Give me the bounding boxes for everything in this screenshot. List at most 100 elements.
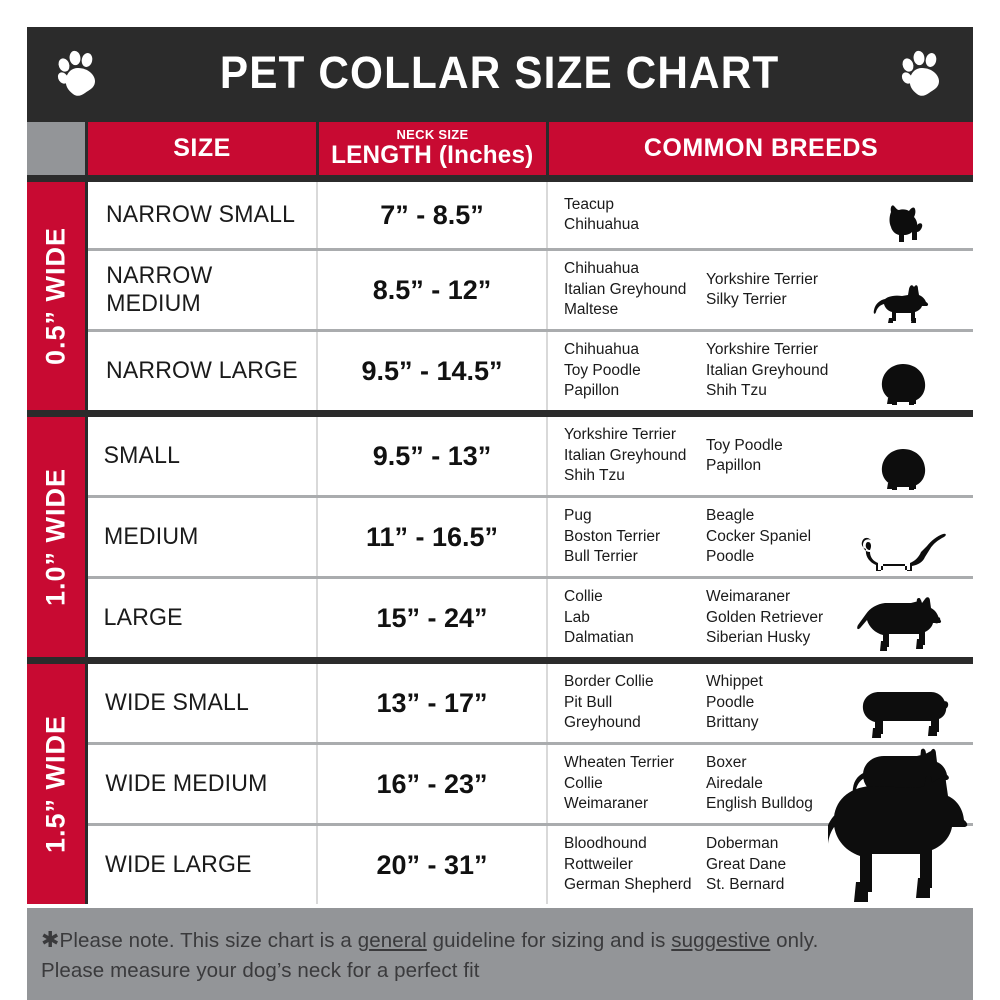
breed-item: Poodle: [706, 548, 755, 566]
breed-item: Poodle: [706, 693, 755, 711]
breed-item: Boston Terrier: [564, 527, 661, 545]
size-name-text: MEDIUM: [103, 523, 199, 550]
breed-item: Golden Retriever: [706, 608, 824, 626]
group-width-label: 1.5” WIDE: [27, 664, 85, 904]
breed-list: Yorkshire Terrier Italian Greyhound Shih T…: [706, 340, 856, 401]
breed-list: Border Collie Pit Bull Greyhound: [564, 672, 706, 733]
footer-text-a: Please note. This size chart is a: [59, 929, 358, 952]
size-group: 1.0” WIDE SMALL 9.5” - 13” Yorkshire Terrie…: [27, 414, 973, 657]
cell-common-breeds: Bloodhound Rottweiler German Shepherd Dober…: [546, 776, 973, 904]
bulldog-silhouette-icon: [853, 684, 953, 742]
breed-item: Italian Greyhound: [564, 446, 687, 464]
breed-list: Doberman Great Dane St. Bernard: [706, 834, 856, 895]
breed-list: Bloodhound Rottweiler German Shepherd: [564, 834, 706, 895]
breed-item: Papillon: [706, 457, 762, 474]
footer-text-b: guideline for sizing and is: [426, 929, 672, 952]
beagle-silhouette-icon: [857, 524, 949, 576]
cell-size-name: NARROW LARGE: [88, 332, 316, 410]
breed-item: Yorkshire Terrier: [706, 270, 818, 288]
breed-illustration: [837, 417, 969, 495]
table-body: 0.5” WIDE NARROW SMALL 7” - 8.5” Teacup Chih…: [27, 179, 973, 904]
breed-item: Italian Greyhound: [706, 361, 829, 379]
breed-item: Greyhound: [564, 714, 641, 732]
group-width-label-text: 1.5” WIDE: [40, 714, 71, 854]
breed-illustration: [837, 332, 969, 410]
size-group: 0.5” WIDE NARROW SMALL 7” - 8.5” Teacup Chih…: [27, 179, 973, 410]
cell-neck-length: 16” - 23”: [316, 745, 546, 823]
group-rows: SMALL 9.5” - 13” Yorkshire Terrier Italian …: [88, 417, 973, 657]
breed-illustration: [837, 182, 969, 248]
group-rows: WIDE SMALL 13” - 17” Border Collie Pit Bull…: [88, 664, 973, 904]
breed-item: Toy Poodle: [564, 361, 641, 379]
cell-common-breeds: Chihuahua Toy Poodle Papillon Yorkshire Ter…: [546, 332, 973, 410]
breed-item: Weimaraner: [706, 588, 791, 606]
breed-list: Toy Poodle Papillon: [706, 436, 856, 477]
breed-item: Yorkshire Terrier: [564, 426, 676, 444]
breed-item: Bull Terrier: [564, 548, 638, 566]
breed-item: Chihuahua: [564, 216, 639, 233]
cell-neck-length: 9.5” - 14.5”: [316, 332, 546, 410]
breed-item: Bloodhound: [564, 835, 647, 853]
breed-illustration: [837, 745, 969, 823]
breed-item: Collie: [564, 774, 603, 792]
breed-item: Shih Tzu: [564, 467, 625, 485]
table-row: NARROW LARGE 9.5” - 14.5” Chihuahua Toy Poo…: [88, 332, 973, 410]
size-name-text: NARROW LARGE: [105, 357, 298, 384]
cell-common-breeds: Chihuahua Italian Greyhound Maltese Yorkshi…: [546, 251, 973, 329]
column-header-common-breeds: COMMON BREEDS: [549, 122, 973, 175]
cell-size-name: LARGE: [88, 579, 316, 657]
table-row: SMALL 9.5” - 13” Yorkshire Terrier Italian …: [88, 417, 973, 495]
size-name-text: WIDE SMALL: [105, 689, 250, 716]
breed-item: Doberman: [706, 835, 779, 853]
breed-item: Cocker Spaniel: [706, 527, 812, 545]
breed-illustration: [837, 579, 969, 657]
group-rows: NARROW SMALL 7” - 8.5” Teacup Chihuahua NARR…: [88, 182, 973, 410]
breed-item: Pit Bull: [564, 693, 613, 711]
table-row: WIDE LARGE 20” - 31” Bloodhound Rottweiler G…: [88, 776, 973, 904]
breed-item: Chihuahua: [564, 341, 639, 359]
breed-item: German Shepherd: [564, 876, 692, 894]
breed-item: Dalmatian: [564, 629, 634, 647]
chart-frame: PET COLLAR SIZE CHART SIZE NECK SIZE: [27, 27, 973, 1000]
breed-item: Wheaten Terrier: [564, 754, 674, 772]
size-name-text: NARROW SMALL: [105, 201, 296, 228]
breed-list: Chihuahua Toy Poodle Papillon: [564, 340, 706, 401]
cell-size-name: NARROW MEDIUM: [88, 251, 316, 329]
page-title: PET COLLAR SIZE CHART: [220, 47, 780, 98]
yorkshire-terrier-silhouette-icon: [877, 196, 929, 248]
breed-item: St. Bernard: [706, 876, 785, 894]
cell-neck-length: 9.5” - 13”: [316, 417, 546, 495]
breed-illustration: [837, 498, 969, 576]
column-header-neck-size: NECK SIZE: [396, 127, 469, 143]
breed-item: Airedale: [706, 774, 763, 792]
cell-size-name: SMALL: [88, 417, 316, 495]
breed-item: Maltese: [564, 301, 619, 319]
cell-neck-length: 15” - 24”: [316, 579, 546, 657]
breed-item: Yorkshire Terrier: [706, 341, 818, 359]
paw-print-icon: [899, 48, 945, 98]
breed-item: Boxer: [706, 754, 747, 772]
breed-item: Italian Greyhound: [564, 280, 687, 298]
cell-common-breeds: Border Collie Pit Bull Greyhound Whippet Poo…: [546, 664, 973, 742]
table-row: WIDE MEDIUM 16” - 23” Wheaten Terrier Colli…: [88, 745, 973, 823]
column-header-length-inches: LENGTH (Inches): [331, 141, 534, 170]
breed-list: Weimaraner Golden Retriever Siberian Husky: [706, 587, 856, 648]
breed-list: Wheaten Terrier Collie Weimaraner: [564, 753, 706, 814]
breed-item: Beagle: [706, 507, 755, 525]
breed-item: Whippet: [706, 673, 763, 691]
breed-list: Beagle Cocker Spaniel Poodle: [706, 506, 856, 567]
breed-item: Collie: [564, 588, 603, 606]
breed-item: Rottweiler: [564, 855, 633, 873]
cell-size-name: MEDIUM: [88, 498, 316, 576]
size-name-text: WIDE MEDIUM: [105, 770, 268, 797]
size-name-text: SMALL: [103, 442, 181, 469]
breed-item: English Bulldog: [706, 795, 813, 813]
size-name-text: NARROW MEDIUM: [106, 262, 213, 317]
breed-item: Lab: [564, 608, 590, 626]
cell-neck-length: 7” - 8.5”: [316, 182, 546, 248]
breed-item: Weimaraner: [564, 795, 649, 813]
shepherd-silhouette-icon: [855, 595, 951, 657]
footer-line-2: Please measure your dog’s neck for a per…: [41, 958, 480, 982]
breed-illustration: [837, 664, 969, 742]
